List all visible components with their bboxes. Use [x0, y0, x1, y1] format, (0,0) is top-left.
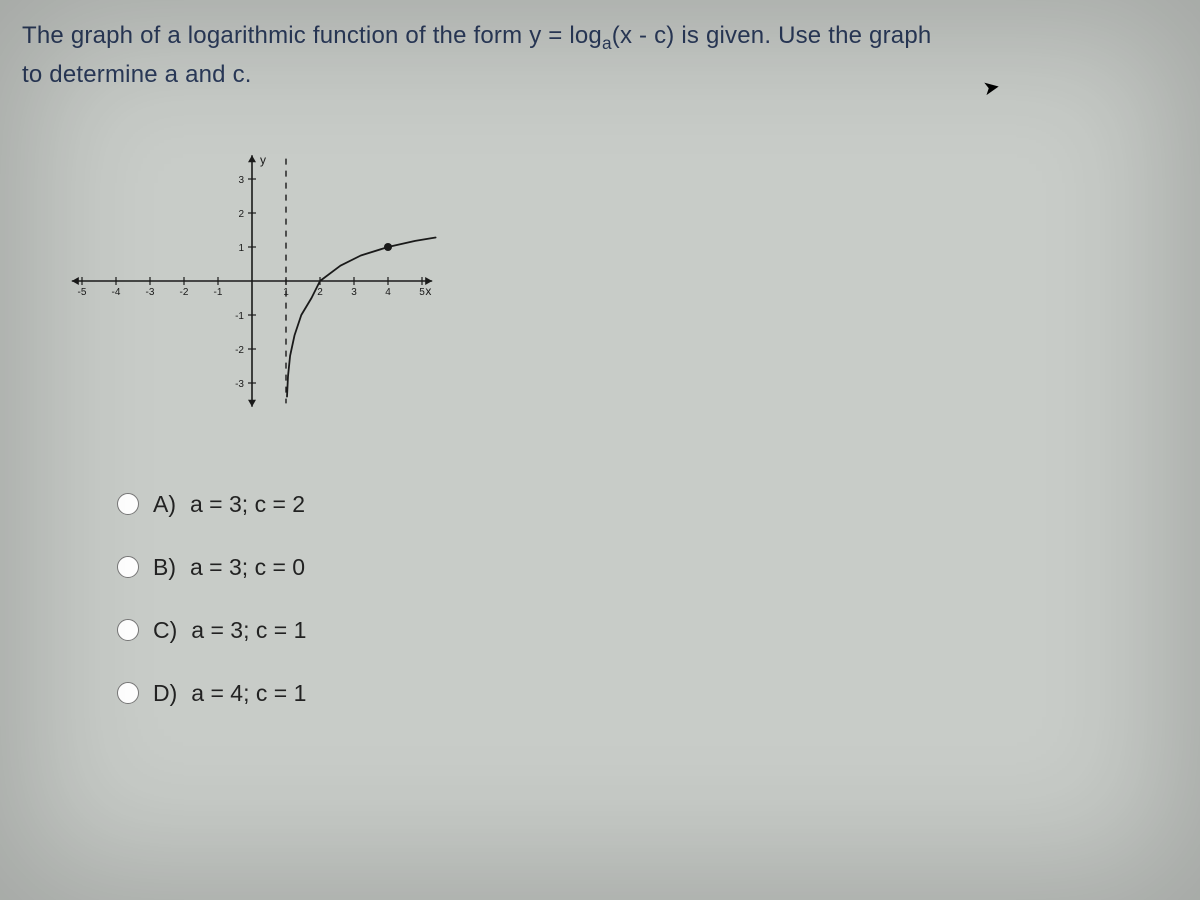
svg-text:-2: -2 [235, 345, 244, 356]
option-c-key: C) [153, 617, 177, 644]
option-a-radio[interactable] [117, 493, 139, 515]
svg-text:1: 1 [238, 243, 244, 254]
option-a-key: A) [153, 491, 176, 518]
option-d-text: a = 4; c = 1 [191, 680, 306, 707]
svg-text:-3: -3 [146, 287, 155, 298]
question-line2: to determine a and c. [22, 61, 252, 88]
svg-text:-2: -2 [180, 287, 189, 298]
question-text: The graph of a logarithmic function of t… [22, 18, 1178, 93]
option-b-key: B) [153, 554, 176, 581]
question-line1-post: (x - c) is given. Use the graph [612, 22, 932, 49]
option-a-text: a = 3; c = 2 [190, 491, 305, 518]
svg-text:3: 3 [238, 175, 244, 186]
svg-text:2: 2 [317, 287, 323, 298]
question-subscript: a [602, 33, 612, 53]
answer-options: A) a = 3; c = 2 B) a = 3; c = 0 C) a = 3… [117, 491, 1178, 707]
option-a[interactable]: A) a = 3; c = 2 [117, 491, 1178, 518]
option-c[interactable]: C) a = 3; c = 1 [117, 617, 1178, 644]
option-c-radio[interactable] [117, 619, 139, 641]
svg-text:3: 3 [351, 287, 357, 298]
svg-text:5: 5 [419, 287, 425, 298]
svg-text:4: 4 [385, 287, 391, 298]
svg-text:-1: -1 [214, 287, 223, 298]
svg-text:-5: -5 [78, 287, 87, 298]
log-graph: -5-4-3-2-112345-3-2-1123xy [62, 121, 482, 441]
option-d-radio[interactable] [117, 682, 139, 704]
svg-text:-4: -4 [112, 287, 121, 298]
question-line1-pre: The graph of a logarithmic function of t… [22, 22, 602, 49]
svg-text:-3: -3 [235, 379, 244, 390]
svg-text:x: x [425, 284, 431, 298]
svg-text:y: y [260, 153, 266, 167]
svg-text:2: 2 [238, 209, 244, 220]
graph-container: -5-4-3-2-112345-3-2-1123xy [62, 121, 482, 441]
svg-text:-1: -1 [235, 311, 244, 322]
option-c-text: a = 3; c = 1 [191, 617, 306, 644]
option-b[interactable]: B) a = 3; c = 0 [117, 554, 1178, 581]
option-b-text: a = 3; c = 0 [190, 554, 305, 581]
option-b-radio[interactable] [117, 556, 139, 578]
option-d-key: D) [153, 680, 177, 707]
option-d[interactable]: D) a = 4; c = 1 [117, 680, 1178, 707]
